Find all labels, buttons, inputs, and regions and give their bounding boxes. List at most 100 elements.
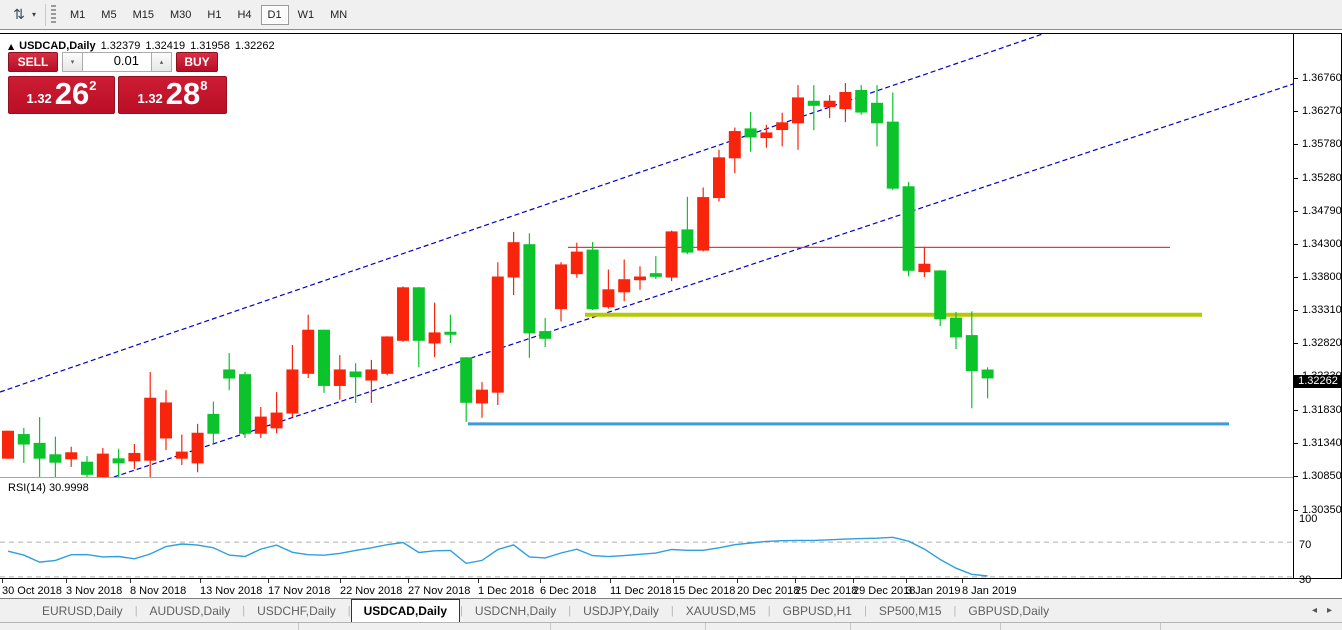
symbol-tab-sp500[interactable]: SP500,M15 (878, 603, 942, 618)
price-tick (1293, 442, 1298, 444)
candle (871, 85, 883, 147)
symbol-tab-usdjpy[interactable]: USDJPY,Daily (583, 603, 659, 618)
tab-separator: | (347, 604, 351, 617)
symbol-tab-audusd[interactable]: AUDUSD,Daily (149, 603, 231, 618)
candle (823, 95, 836, 119)
timeframe-button-w1[interactable]: W1 (297, 8, 315, 21)
tab-separator: | (670, 604, 674, 617)
volume-increase-button[interactable]: ▴ (151, 52, 172, 72)
chevron-down-icon[interactable]: ▾ (32, 10, 37, 19)
ohlc-open: 1.32379 (100, 40, 141, 52)
volume-decrease-button[interactable]: ▾ (62, 52, 83, 72)
time-tick-label: 11 Dec 2018 (610, 585, 672, 597)
candle (760, 124, 773, 148)
statusbar-separator (850, 623, 851, 630)
candle (839, 83, 852, 123)
candle (33, 417, 46, 477)
current-price-tag: 1.32262 (1294, 374, 1342, 388)
sell-quote-panel[interactable]: 1.32 26 2 (8, 76, 115, 114)
candle (444, 314, 457, 344)
timeframe-toolbar: ⇅ ▾ M1 M5 M15 M30 H1 H4 D1 W1 MN (0, 0, 1342, 30)
candle (918, 246, 931, 278)
candle (902, 182, 915, 277)
symbol-tabs: EURUSD,Daily | AUDUSD,Daily | USDCHF,Daily | U… (30, 599, 1061, 622)
price-axis-border (1293, 33, 1294, 578)
candle (539, 318, 552, 348)
candle (428, 302, 441, 358)
timeframe-button-mn[interactable]: MN (330, 8, 348, 21)
time-tick (906, 579, 907, 583)
buy-button[interactable]: BUY (176, 52, 218, 72)
tab-separator: | (568, 604, 572, 617)
rsi-scale-label: 70 (1299, 539, 1312, 552)
candle (618, 259, 631, 302)
timeframe-button-m30[interactable]: M30 (169, 8, 192, 21)
symbol-tab-eurusd[interactable]: EURUSD,Daily (42, 603, 123, 618)
price-tick-label: 1.30350 (1302, 503, 1342, 516)
candle (96, 448, 109, 477)
candle (586, 242, 599, 311)
timeframe-button-h4[interactable]: H4 (237, 8, 252, 21)
symbol-tab-usdcnh[interactable]: USDCNH,Daily (474, 603, 557, 618)
candle (128, 444, 141, 469)
tab-scroll-left-icon[interactable]: ◂ (1311, 605, 1317, 616)
timeframe-button-d1[interactable]: D1 (260, 4, 289, 25)
time-tick (673, 579, 674, 583)
collapse-triangle-icon[interactable]: ▲ (8, 41, 15, 51)
candle (950, 312, 962, 350)
time-tick (853, 579, 854, 583)
tab-scroll-right-icon[interactable]: ▸ (1326, 605, 1332, 616)
time-tick-label: 13 Nov 2018 (200, 585, 263, 597)
candle (397, 286, 409, 342)
time-tick-label: 17 Nov 2018 (268, 585, 331, 597)
price-tick-label: 1.36270 (1302, 104, 1342, 117)
candle (381, 336, 394, 376)
symbol-tab-usdcad[interactable]: USDCAD,Daily (350, 599, 460, 622)
ohlc-close: 1.32262 (234, 40, 275, 52)
buy-quote-panel[interactable]: 1.32 28 8 (118, 76, 227, 114)
price-tick-label: 1.31340 (1302, 436, 1342, 449)
symbol-tab-gbpusd[interactable]: GBPUSD,H1 (782, 603, 852, 618)
candle (81, 456, 93, 477)
price-tick-label: 1.34300 (1302, 237, 1342, 250)
buy-price-pip: 8 (200, 78, 208, 93)
tab-separator: | (242, 604, 246, 617)
price-tick (1293, 475, 1298, 477)
time-tick (2, 579, 3, 583)
candle (855, 85, 868, 115)
symbol-tab-xauusd[interactable]: XAUUSD,M5 (685, 603, 756, 618)
chart-frame-top (0, 33, 1342, 34)
symbol-name: USDCAD,Daily (19, 40, 96, 52)
toolbar-grip-handle[interactable] (51, 4, 57, 25)
timeframe-button-m15[interactable]: M15 (132, 8, 154, 21)
chart-periods-icon[interactable]: ⇅ (13, 6, 25, 23)
pane-splitter[interactable] (0, 477, 1293, 478)
time-tick (795, 579, 796, 583)
sell-price-pip: 2 (89, 78, 97, 93)
trend-channel-line-upper (0, 34, 1045, 393)
sell-button[interactable]: SELL (8, 52, 58, 72)
main-price-pane (0, 34, 1293, 477)
candle (965, 311, 978, 409)
rsi-line (7, 536, 988, 577)
price-tick (1293, 277, 1298, 279)
candle (207, 401, 220, 444)
time-tick (540, 579, 541, 583)
candle (2, 430, 14, 459)
candle (365, 359, 378, 403)
volume-stepper: ▾ 0.01 ▴ (62, 52, 172, 72)
candle (491, 262, 504, 405)
symbol-tab-gbpusd[interactable]: GBPUSD,Daily (968, 603, 1050, 618)
volume-input[interactable]: 0.01 (83, 52, 151, 72)
timeframe-button-m1[interactable]: M1 (70, 8, 86, 21)
candle (728, 127, 741, 174)
timeframe-button-m5[interactable]: M5 (101, 8, 117, 21)
symbol-tab-usdchf[interactable]: USDCHF,Daily (257, 603, 336, 618)
price-chart-canvas[interactable] (0, 33, 1293, 578)
price-tick (1293, 243, 1298, 245)
time-tick (478, 579, 479, 583)
statusbar-separator (705, 623, 706, 630)
candle (507, 231, 520, 296)
timeframe-button-h1[interactable]: H1 (207, 8, 222, 21)
